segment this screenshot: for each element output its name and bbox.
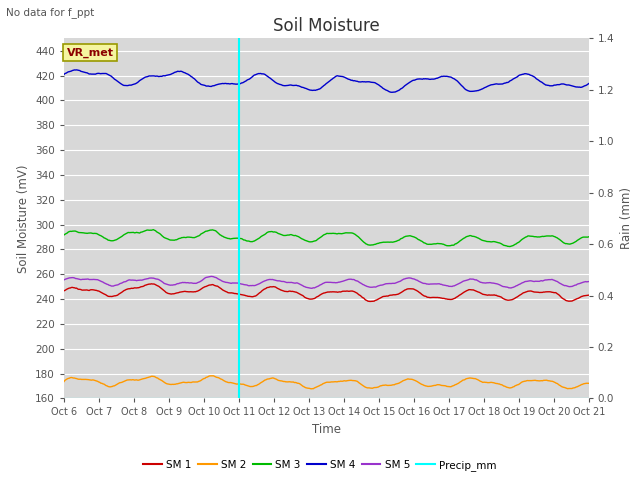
Y-axis label: Rain (mm): Rain (mm)	[620, 187, 633, 250]
Title: Soil Moisture: Soil Moisture	[273, 17, 380, 36]
Legend: SM 1, SM 2, SM 3, SM 4, SM 5, Precip_mm: SM 1, SM 2, SM 3, SM 4, SM 5, Precip_mm	[140, 456, 500, 475]
Text: No data for f_ppt: No data for f_ppt	[6, 7, 95, 18]
Text: VR_met: VR_met	[67, 48, 114, 58]
X-axis label: Time: Time	[312, 423, 341, 436]
Y-axis label: Soil Moisture (mV): Soil Moisture (mV)	[17, 164, 29, 273]
